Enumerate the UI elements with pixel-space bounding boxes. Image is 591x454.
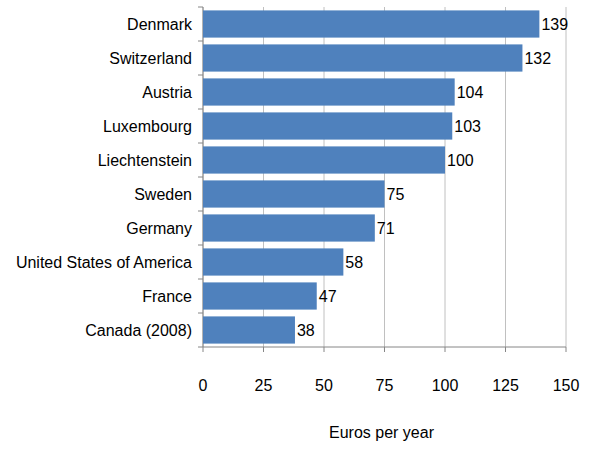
category-tick (198, 143, 203, 144)
data-label: 104 (457, 84, 484, 101)
category-label: Luxembourg (103, 118, 192, 135)
tick-label: 25 (255, 377, 273, 394)
category-tick (198, 279, 203, 280)
category-label: Switzerland (109, 50, 192, 67)
category-tick (198, 211, 203, 212)
bar (203, 282, 317, 309)
category-label: United States of America (16, 254, 192, 271)
tick-label: 150 (553, 377, 580, 394)
axis-label: Euros per year (329, 424, 435, 441)
category-label: Austria (142, 84, 192, 101)
category-tick (198, 313, 203, 314)
tick-mark (445, 347, 446, 352)
bar (203, 180, 385, 207)
bar (203, 316, 295, 343)
category-tick (198, 41, 203, 42)
category-tick (198, 109, 203, 110)
data-label: 47 (319, 288, 337, 305)
category-label: Canada (2008) (85, 322, 192, 339)
category-tick (198, 245, 203, 246)
bar (203, 214, 375, 241)
data-label: 75 (387, 186, 405, 203)
category-label: Germany (126, 220, 192, 237)
x-axis (203, 347, 566, 348)
category-label: Liechtenstein (98, 152, 192, 169)
tick-mark (263, 347, 264, 352)
tick-label: 100 (432, 377, 459, 394)
bar (203, 78, 455, 105)
category-tick (198, 347, 203, 348)
bar (203, 10, 539, 37)
category-tick (198, 177, 203, 178)
data-label: 132 (524, 50, 551, 67)
category-label: Sweden (134, 186, 192, 203)
data-label: 71 (377, 220, 395, 237)
bar (203, 248, 343, 275)
chart-container: 0 25 50 75 100 125 150 Denmark 139 Switzerland 132… (0, 0, 591, 454)
bar (203, 112, 452, 139)
tick-label: 75 (376, 377, 394, 394)
category-label: France (142, 288, 192, 305)
tick-mark (505, 347, 506, 352)
data-label: 38 (297, 322, 315, 339)
tick-label: 0 (199, 377, 208, 394)
chart: 0 25 50 75 100 125 150 Denmark 139 Switzerland 132… (0, 0, 591, 454)
grid-line (566, 7, 567, 347)
data-label: 103 (454, 118, 481, 135)
tick-mark (324, 347, 325, 352)
tick-label: 50 (315, 377, 333, 394)
data-label: 100 (447, 152, 474, 169)
category-label: Denmark (127, 16, 193, 33)
category-tick (198, 7, 203, 8)
bars (203, 10, 539, 343)
tick-label: 125 (492, 377, 519, 394)
tick-mark (384, 347, 385, 352)
bar (203, 44, 522, 71)
tick-mark (566, 347, 567, 352)
data-label: 139 (541, 16, 568, 33)
data-label: 58 (345, 254, 363, 271)
category-tick (198, 75, 203, 76)
tick-mark (203, 347, 204, 352)
bar (203, 146, 445, 173)
